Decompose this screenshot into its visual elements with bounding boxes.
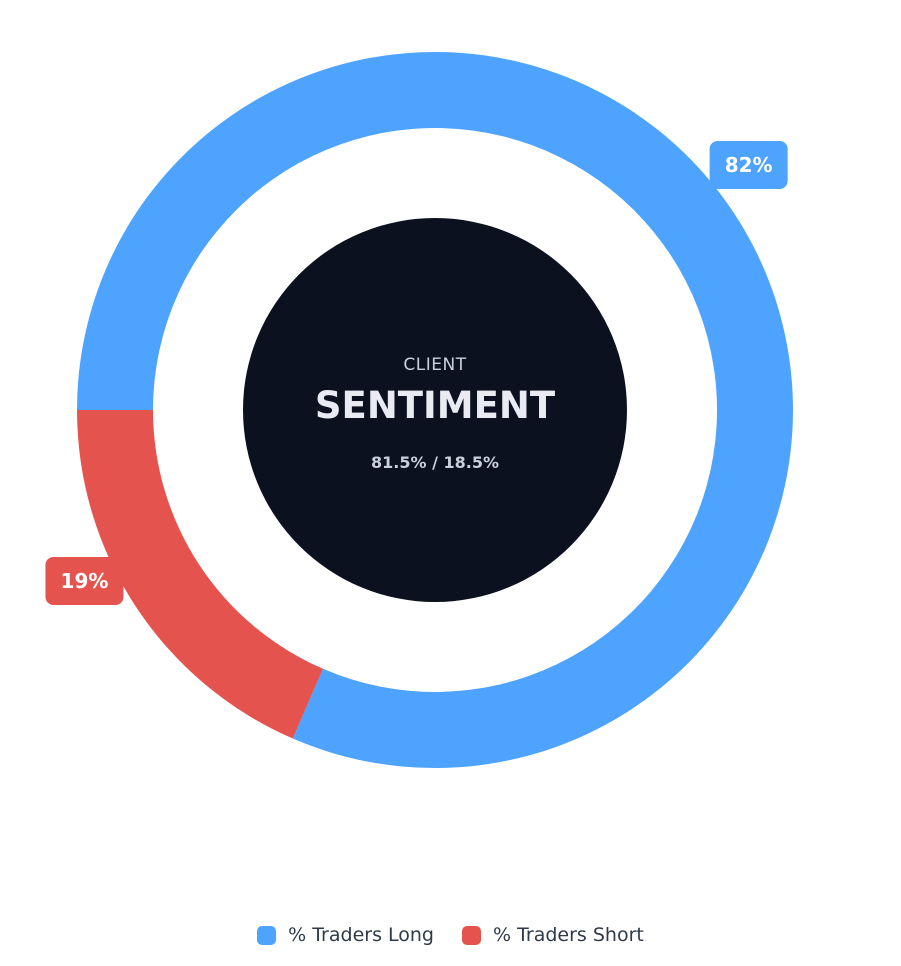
slices-group [77, 51, 793, 768]
center-disc [243, 218, 627, 602]
data-label-short-text: 19% [61, 569, 109, 593]
legend-swatch-short [461, 925, 481, 945]
data-label-long-box [709, 140, 788, 189]
legend-label-long: % Traders Long [288, 924, 434, 946]
legend-swatch-long [257, 925, 277, 945]
legend-label-short: % Traders Short [492, 924, 644, 946]
data-label-short-box [45, 556, 124, 605]
slice-short[interactable] [77, 410, 324, 739]
legend: % Traders Long % Traders Short [0, 920, 901, 950]
center-subtitle: 81.5% / 18.5% [371, 453, 499, 472]
legend-item-long[interactable]: % Traders Long [257, 924, 434, 946]
data-label-short: 19% [45, 556, 124, 605]
data-labels-group: 82% 19% [45, 140, 788, 605]
center-title-small: CLIENT [403, 355, 466, 375]
data-label-long: 82% [709, 140, 788, 189]
center-title-large: SENTIMENT [315, 384, 556, 427]
data-label-long-text: 82% [725, 153, 773, 177]
legend-item-short[interactable]: % Traders Short [461, 924, 644, 946]
